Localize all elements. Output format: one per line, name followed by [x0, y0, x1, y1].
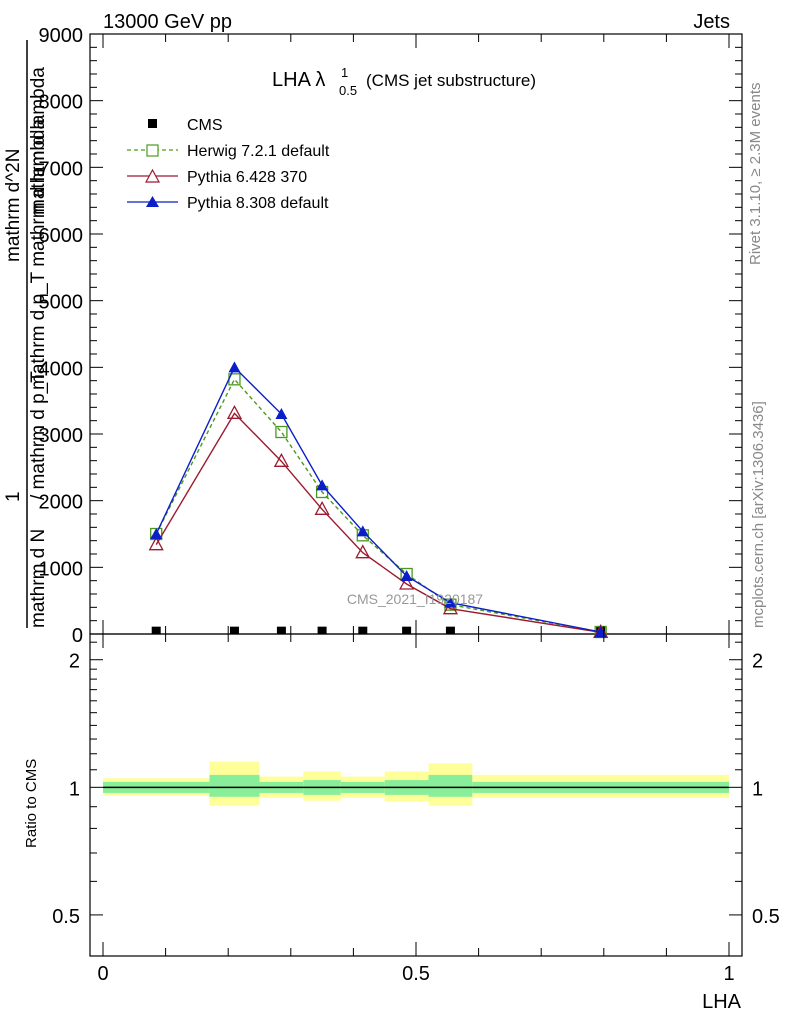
cms-data-point	[317, 626, 327, 634]
main-ylabel: 1 mathrm d N / mathrm d p_T mathrm d^2N …	[3, 40, 49, 628]
ylabel-denominator-1: mathrm d N	[28, 529, 49, 628]
legend-label-cms: CMS	[187, 117, 223, 134]
cms-data-point	[276, 626, 286, 634]
main-ytick-label: 4000	[39, 358, 84, 380]
ratio-band-inner	[428, 774, 473, 797]
ratio-ytick-label: 1	[69, 778, 80, 800]
ratio-ylabel: Ratio to CMS	[23, 759, 40, 848]
ratio-ytick-label: 2	[69, 651, 80, 673]
cms-data-point	[229, 626, 239, 634]
legend-item-cms: CMS	[148, 117, 223, 134]
main-ytick-label: 8000	[39, 92, 84, 114]
ratio-ytick-label-right: 0.5	[752, 906, 780, 928]
legend-item-pythia6: Pythia 6.428 370	[127, 168, 307, 186]
xtick-label: 0.5	[402, 963, 430, 985]
main-ytick-label: 0	[72, 625, 83, 647]
category-label: Jets	[693, 11, 730, 33]
herwig-data-point	[275, 425, 288, 439]
series-line-2	[155, 412, 601, 634]
main-layer	[148, 361, 609, 639]
legend-label-pythia6: Pythia 6.428 370	[187, 169, 307, 186]
xtick-label: 0	[97, 963, 108, 985]
ylabel-overlap-2: mathrm d lambda	[28, 67, 49, 215]
cms-data-point	[151, 626, 161, 634]
ylabel-numerator-1: 1	[3, 491, 24, 502]
ratio-ytick-label-right: 2	[752, 651, 763, 673]
ylabel-numerator-2: mathrm d^2N	[3, 149, 24, 262]
plot-title: LHA λ 1 0.5 (CMS jet substructure)	[272, 65, 536, 98]
cms-data-point	[358, 626, 368, 634]
rivet-label: Rivet 3.1.10, ≥ 2.3M events	[747, 83, 764, 266]
legend-label-pythia8: Pythia 8.308 default	[187, 195, 329, 212]
pythia8-data-point	[150, 528, 163, 539]
title-note: (CMS jet substructure)	[366, 71, 536, 90]
ylabel-overlap-1: / mathrm d p_T	[28, 371, 49, 500]
legend-marker-pythia6	[144, 168, 161, 183]
pythia6-data-point	[226, 404, 243, 419]
legend-marker-herwig	[146, 144, 159, 157]
cms-data-point	[402, 626, 412, 634]
main-ytick-label: 6000	[39, 225, 84, 247]
cms-data-point	[445, 626, 455, 634]
legend-label-herwig: Herwig 7.2.1 default	[187, 143, 330, 160]
title-main: LHA λ	[272, 69, 325, 91]
mcplots-label: mcplots.cern.ch [arXiv:1306.3436]	[750, 401, 767, 628]
pythia6-data-point	[148, 536, 164, 551]
pythia6-data-point	[399, 575, 415, 590]
legend-item-herwig: Herwig 7.2.1 default	[127, 143, 330, 160]
ratio-ytick-label: 0.5	[52, 906, 80, 928]
legend-marker-cms	[148, 119, 157, 128]
pythia8-data-point	[356, 525, 369, 537]
xtick-label: 1	[723, 963, 734, 985]
pythia8-data-point	[228, 361, 241, 373]
analysis-watermark: CMS_2021_I1920187	[347, 591, 483, 607]
process-label: 13000 GeV pp	[103, 11, 232, 33]
ratio-band-inner	[209, 774, 260, 797]
pythia6-data-point	[355, 544, 371, 559]
ratio-layer	[103, 761, 729, 806]
series-line-1	[155, 378, 601, 633]
main-ytick-label: 2000	[39, 492, 84, 514]
legend: CMS Herwig 7.2.1 default Pythia 6.428 37…	[127, 117, 330, 212]
pythia8-data-point	[444, 596, 457, 608]
xaxis-label: LHA	[702, 991, 742, 1013]
pythia8-data-point	[400, 570, 413, 581]
pythia6-data-point	[273, 452, 290, 467]
legend-item-pythia8: Pythia 8.308 default	[127, 195, 329, 212]
main-ytick-label: 7000	[39, 158, 84, 180]
ylabel-denominator-2: mathrm d p_T mathrm d lambda	[28, 119, 49, 390]
ratio-ytick-label-right: 1	[752, 778, 763, 800]
main-ytick-label: 9000	[39, 25, 84, 47]
axes-layer: 0 1000 2000 3000 4000 5000 6000 7000 8000 9000 0 0.…	[39, 25, 780, 985]
title-sub: 0.5	[339, 83, 357, 98]
main-ytick-label: 3000	[39, 425, 84, 447]
pythia8-data-point	[275, 408, 288, 419]
series-line-3	[155, 366, 601, 633]
main-ytick-label: 5000	[39, 292, 84, 314]
title-sup: 1	[341, 65, 348, 80]
main-ytick-label: 1000	[39, 558, 84, 580]
legend-marker-pythia8	[146, 196, 159, 207]
pythia6-data-point	[314, 500, 330, 515]
pythia8-data-point	[316, 479, 329, 491]
